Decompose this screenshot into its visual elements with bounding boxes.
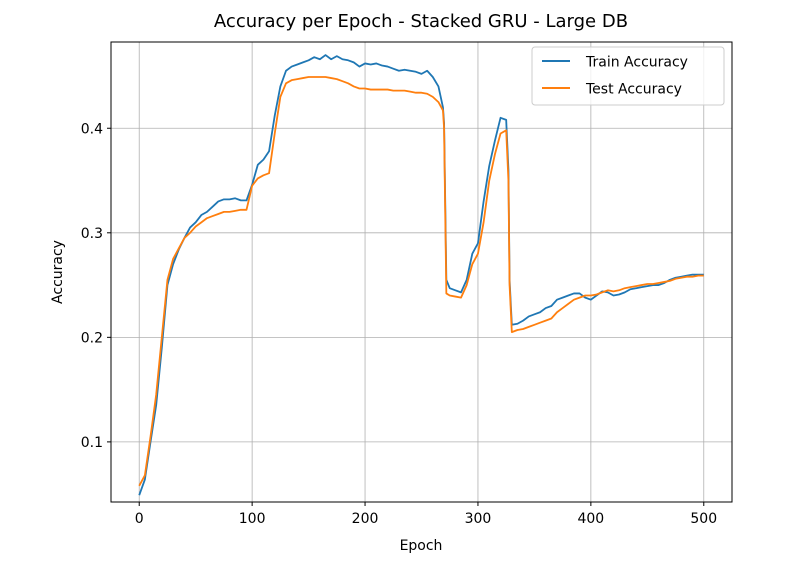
y-tick-label: 0.3 <box>81 226 103 242</box>
y-axis-label: Accuracy <box>50 240 66 304</box>
plot-frame <box>110 41 733 503</box>
grid <box>111 42 732 502</box>
series-line-train <box>138 54 704 496</box>
y-tick-label: 0.1 <box>81 435 103 451</box>
y-axis-ticks: 0.1 0.2 0.3 0.4 <box>81 121 111 451</box>
series-line-test <box>138 76 704 487</box>
y-tick-label: 0.2 <box>81 330 103 346</box>
x-tick-label: 0 <box>135 511 144 527</box>
legend: Train Accuracy Test Accuracy <box>531 46 725 106</box>
x-tick-label: 400 <box>577 511 604 527</box>
x-axis-label: Epoch <box>400 538 443 554</box>
x-tick-label: 100 <box>239 511 266 527</box>
legend-label-train: Train Accuracy <box>585 55 688 71</box>
chart-title: Accuracy per Epoch - Stacked GRU - Large… <box>214 11 628 32</box>
x-axis-ticks: 0 100 200 300 400 500 <box>135 502 717 527</box>
x-tick-label: 300 <box>465 511 492 527</box>
x-tick-label: 500 <box>690 511 717 527</box>
legend-label-test: Test Accuracy <box>585 82 682 98</box>
y-tick-label: 0.4 <box>81 121 103 137</box>
series-layer <box>138 54 704 496</box>
x-tick-label: 200 <box>352 511 379 527</box>
legend-box <box>531 46 725 106</box>
